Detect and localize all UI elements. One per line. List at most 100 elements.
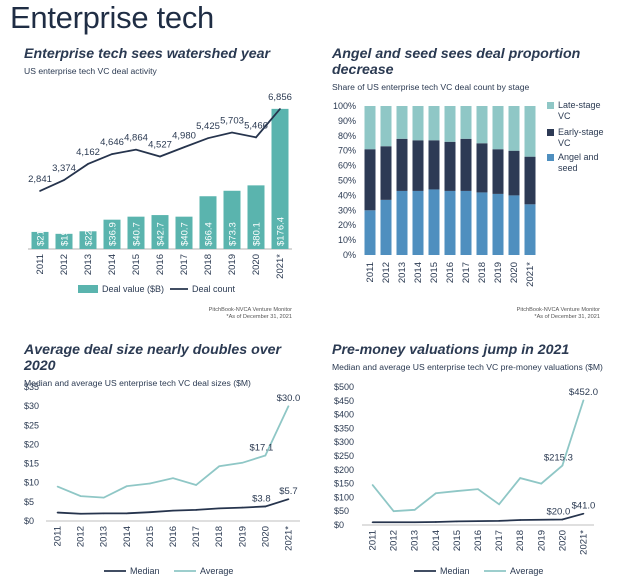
line-point bbox=[79, 512, 82, 515]
x-tick-label: 2016 bbox=[155, 254, 166, 275]
line-point bbox=[413, 509, 416, 511]
legend-label: Angel and bbox=[558, 152, 599, 162]
point-label: $17.1 bbox=[249, 443, 273, 454]
x-tick-label: 2018 bbox=[477, 262, 488, 283]
deal-activity-chart: $21.5 $19.1 $22.3 $36.9 $40.7 $42.7 $40.7 $66.4… bbox=[28, 92, 292, 294]
chart-panel-valuations: Pre-money valuations jump in 2021 Median… bbox=[332, 342, 622, 372]
deal-count-label: 5,703 bbox=[220, 115, 244, 126]
legend-label: VC bbox=[558, 138, 571, 148]
legend-label-average: Average bbox=[200, 566, 233, 576]
x-tick-label: 2016 bbox=[445, 262, 456, 283]
deal-count-point bbox=[159, 155, 161, 158]
stacked-bar-segment bbox=[428, 106, 440, 141]
chart-source: PitchBook-NVCA Venture Monitor *As of De… bbox=[160, 307, 292, 321]
chart-subtitle: Median and average US enterprise tech VC… bbox=[24, 378, 251, 388]
line-point bbox=[287, 498, 290, 500]
bar-value-label: $40.7 bbox=[132, 222, 143, 246]
x-tick-label: 2012 bbox=[59, 254, 70, 275]
line-point bbox=[126, 512, 128, 515]
line-point bbox=[561, 464, 564, 467]
x-tick-label: 2016 bbox=[473, 530, 484, 551]
x-tick-label: 2019 bbox=[227, 254, 238, 275]
chart-title: Angel and seed sees deal proportion decr… bbox=[332, 46, 581, 78]
x-tick-label: 2019 bbox=[536, 530, 547, 551]
deal-count-point bbox=[39, 190, 41, 192]
x-tick-label: 2011 bbox=[53, 526, 64, 546]
line-point bbox=[218, 507, 220, 510]
x-tick-label: 2013 bbox=[410, 530, 421, 551]
source-note: *As of December 31, 2021 bbox=[534, 314, 600, 320]
x-tick-label: 2020 bbox=[509, 262, 520, 283]
line-point bbox=[264, 505, 267, 508]
legend-label: seed bbox=[558, 163, 578, 173]
line-point bbox=[287, 405, 290, 407]
x-tick-label: 2015 bbox=[429, 262, 440, 283]
bar-value-label: $40.7 bbox=[180, 222, 191, 246]
x-tick-label: 2020 bbox=[260, 526, 271, 547]
y-tick-label: $0 bbox=[24, 516, 34, 526]
y-tick-label: $450 bbox=[334, 396, 354, 406]
line-point bbox=[582, 512, 585, 515]
line-point bbox=[264, 454, 267, 457]
point-label: $41.0 bbox=[572, 501, 596, 512]
stacked-bar-segment bbox=[476, 106, 488, 144]
y-tick-label: $25 bbox=[24, 420, 39, 430]
stacked-bar-segment bbox=[396, 106, 408, 139]
deal-count-label: 4,864 bbox=[124, 133, 148, 144]
valuations-chart: $0 $50 $100 $150 $200 $250 $300 $350 $400 $450 $50… bbox=[334, 382, 598, 576]
deal-count-point bbox=[87, 163, 89, 165]
stacked-bar-segment bbox=[524, 106, 536, 157]
bar bbox=[31, 231, 49, 249]
chart-subtitle: Median and average US enterprise tech VC… bbox=[332, 362, 603, 372]
x-tick-label: 2021* bbox=[525, 262, 536, 287]
bar-value-label: $19.1 bbox=[60, 222, 71, 246]
line-point bbox=[540, 518, 543, 521]
y-tick-label: 60% bbox=[338, 161, 356, 171]
line-point bbox=[456, 490, 458, 492]
bar bbox=[199, 196, 217, 249]
stacked-bar-segment bbox=[476, 192, 488, 255]
y-tick-label: 90% bbox=[338, 116, 356, 126]
y-tick-label: $250 bbox=[334, 451, 354, 461]
point-label: $30.0 bbox=[277, 393, 301, 404]
y-tick-label: 10% bbox=[338, 235, 356, 245]
line-point bbox=[56, 511, 59, 514]
line-point bbox=[172, 477, 174, 479]
stacked-bar-segment bbox=[396, 190, 408, 255]
legend-label: VC bbox=[558, 111, 571, 121]
bar bbox=[79, 231, 97, 249]
bar-value-label: $66.4 bbox=[204, 222, 215, 246]
stacked-bar-segment bbox=[380, 199, 392, 255]
line-point bbox=[172, 509, 174, 512]
line-point bbox=[413, 521, 416, 524]
legend-swatch-deal-value bbox=[78, 285, 98, 293]
line-point bbox=[195, 509, 197, 511]
x-tick-label: 2021* bbox=[283, 526, 294, 551]
x-tick-label: 2015 bbox=[145, 526, 156, 547]
x-tick-label: 2014 bbox=[107, 254, 118, 275]
bar-value-label: $73.3 bbox=[228, 222, 239, 246]
stacked-bar-segment bbox=[492, 149, 504, 194]
bar bbox=[127, 216, 145, 249]
x-tick-label: 2020 bbox=[251, 254, 262, 275]
deal-count-point bbox=[183, 146, 185, 149]
deal-count-point bbox=[63, 179, 65, 181]
x-tick-label: 2014 bbox=[431, 530, 442, 551]
stacked-bar-segment bbox=[444, 106, 456, 142]
line-point bbox=[195, 484, 197, 486]
y-tick-label: $400 bbox=[334, 410, 354, 420]
x-tick-label: 2011 bbox=[365, 262, 376, 282]
deal-count-label: 6,856 bbox=[268, 92, 292, 103]
legend-swatch bbox=[547, 129, 554, 136]
point-label: $452.0 bbox=[569, 387, 598, 398]
line-point bbox=[519, 477, 521, 479]
x-tick-label: 2018 bbox=[515, 530, 526, 551]
y-tick-label: $20 bbox=[24, 439, 39, 449]
deal-count-label: 4,646 bbox=[100, 137, 124, 148]
line-point bbox=[241, 462, 244, 464]
legend-swatch bbox=[547, 102, 554, 109]
legend-swatch bbox=[547, 154, 554, 161]
x-tick-label: 2013 bbox=[397, 262, 408, 283]
x-tick-label: 2021* bbox=[275, 254, 286, 279]
line-point bbox=[56, 485, 59, 488]
